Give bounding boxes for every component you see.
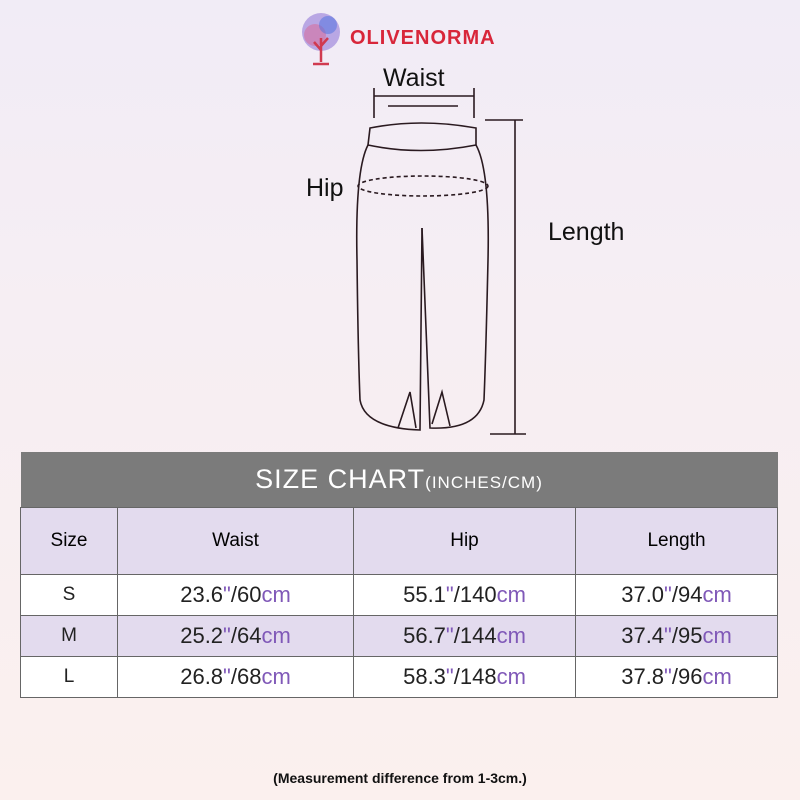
- size-cell: S: [20, 574, 118, 616]
- cm-unit: cm: [261, 582, 291, 607]
- hip-cell: 56.7"/144cm: [353, 615, 576, 657]
- inch-unit: ": [664, 623, 672, 648]
- inch-value: 37.0: [621, 582, 665, 607]
- inch-value: 37.8: [621, 664, 665, 689]
- inch-value: 55.1: [403, 582, 446, 607]
- header-row: Size Waist Hip Length: [20, 507, 778, 575]
- table-title: SIZE CHART(INCHES/CM): [20, 452, 778, 508]
- length-cell: 37.0"/94cm: [575, 574, 778, 616]
- inch-unit: ": [445, 623, 454, 648]
- length-cell: 37.8"/96cm: [575, 656, 778, 698]
- waist-cell: 26.8"/68cm: [117, 656, 354, 698]
- title-units: (INCHES/CM): [425, 473, 543, 492]
- inch-value: 23.6: [180, 582, 224, 607]
- hip-cell: 55.1"/140cm: [353, 574, 576, 616]
- header-length: Length: [575, 507, 778, 575]
- cm-unit: cm: [261, 623, 291, 648]
- waist-label: Waist: [383, 64, 445, 92]
- table-row: M 25.2"/64cm 56.7"/144cm 37.4"/95cm: [20, 615, 778, 657]
- inch-unit: ": [664, 582, 672, 607]
- header-size: Size: [20, 507, 118, 575]
- waist-cell: 25.2"/64cm: [117, 615, 354, 657]
- cm-value: /144: [453, 623, 497, 648]
- inch-unit: ": [223, 582, 231, 607]
- cm-unit: cm: [702, 623, 732, 648]
- inch-value: 56.7: [403, 623, 446, 648]
- size-cell: M: [20, 615, 118, 657]
- header-hip: Hip: [353, 507, 576, 575]
- cm-value: /60: [230, 582, 262, 607]
- cm-unit: cm: [702, 664, 732, 689]
- inch-value: 58.3: [403, 664, 446, 689]
- inch-unit: ": [664, 664, 672, 689]
- cm-value: /95: [671, 623, 703, 648]
- cm-unit: cm: [496, 664, 526, 689]
- inch-value: 25.2: [180, 623, 224, 648]
- title-text: SIZE CHART: [255, 464, 426, 494]
- table-row: L 26.8"/68cm 58.3"/148cm 37.8"/96cm: [20, 656, 778, 698]
- header-waist: Waist: [117, 507, 354, 575]
- length-label: Length: [548, 218, 625, 246]
- cm-value: /68: [230, 664, 262, 689]
- length-cell: 37.4"/95cm: [575, 615, 778, 657]
- hip-cell: 58.3"/148cm: [353, 656, 576, 698]
- cm-unit: cm: [261, 664, 291, 689]
- measurement-note: (Measurement difference from 1-3cm.): [273, 770, 527, 786]
- cm-value: /148: [453, 664, 497, 689]
- cm-value: /94: [671, 582, 703, 607]
- size-cell: L: [20, 656, 118, 698]
- inch-unit: ": [223, 664, 231, 689]
- table-row: S 23.6"/60cm 55.1"/140cm 37.0"/94cm: [20, 574, 778, 616]
- pants-diagram: [355, 88, 526, 435]
- inch-value: 37.4: [621, 623, 665, 648]
- brand-name: OLIVENORMA: [350, 26, 496, 49]
- cm-unit: cm: [702, 582, 732, 607]
- waist-cell: 23.6"/60cm: [117, 574, 354, 616]
- inch-unit: ": [223, 623, 231, 648]
- cm-value: /140: [453, 582, 497, 607]
- inch-unit: ": [445, 664, 454, 689]
- brand-logo: OLIVENORMA: [298, 10, 496, 66]
- inch-unit: ": [445, 582, 454, 607]
- cm-unit: cm: [496, 623, 526, 648]
- cm-value: /64: [230, 623, 262, 648]
- cm-unit: cm: [496, 582, 526, 607]
- tree-icon: [302, 13, 340, 66]
- cm-value: /96: [671, 664, 703, 689]
- inch-value: 26.8: [180, 664, 224, 689]
- hip-label: Hip: [306, 174, 344, 202]
- size-chart-table: SIZE CHART(INCHES/CM) Size Waist Hip Len…: [20, 452, 778, 698]
